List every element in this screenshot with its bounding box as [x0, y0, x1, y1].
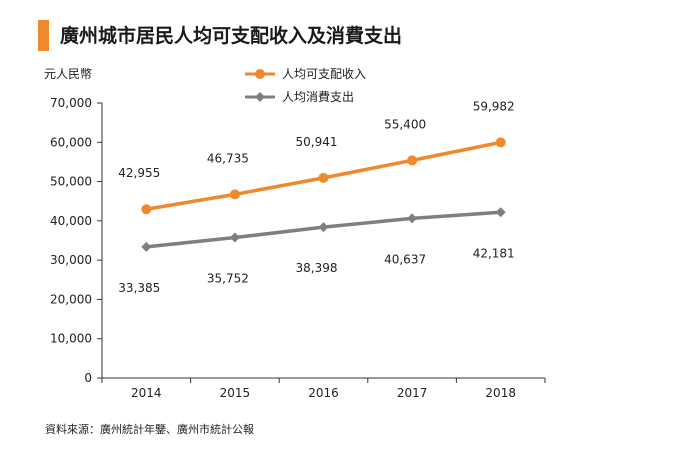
data-label: 38,398 — [296, 261, 338, 275]
data-label: 33,385 — [118, 281, 160, 295]
data-point — [229, 232, 240, 243]
x-tick-label: 2014 — [131, 386, 162, 400]
data-point — [318, 172, 329, 183]
data-label: 42,181 — [473, 246, 515, 260]
x-tick-label: 2018 — [485, 386, 516, 400]
data-point — [141, 204, 152, 215]
data-point — [495, 137, 506, 148]
legend-marker — [255, 69, 265, 79]
legend-label: 人均可支配收入 — [282, 67, 366, 81]
data-point — [407, 155, 418, 166]
x-tick-label: 2016 — [308, 386, 339, 400]
data-label: 46,735 — [207, 151, 249, 165]
chart-title: 廣州城市居民人均可支配收入及消費支出 — [60, 25, 403, 47]
y-axis-unit-label: 元人民幣 — [44, 67, 92, 81]
y-tick-label: 60,000 — [50, 135, 92, 149]
x-tick-label: 2015 — [220, 386, 251, 400]
data-label: 50,941 — [296, 135, 338, 149]
legend-marker — [255, 92, 265, 102]
x-tick-label: 2017 — [397, 386, 428, 400]
data-label: 40,637 — [384, 252, 426, 266]
data-label: 42,955 — [118, 166, 160, 180]
data-label: 59,982 — [473, 99, 515, 113]
y-tick-label: 30,000 — [50, 253, 92, 267]
data-point — [229, 189, 240, 200]
data-point — [141, 241, 152, 252]
data-point — [318, 222, 329, 233]
data-point — [495, 207, 506, 218]
y-tick-label: 70,000 — [50, 96, 92, 110]
y-tick-label: 40,000 — [50, 214, 92, 228]
source-note: 資料來源：廣州統計年鑒、廣州市統計公報 — [45, 423, 254, 436]
title-accent-bar — [38, 20, 49, 51]
y-tick-label: 20,000 — [50, 292, 92, 306]
legend-label: 人均消費支出 — [282, 89, 354, 104]
data-point — [407, 213, 418, 224]
y-tick-label: 0 — [84, 371, 92, 385]
y-tick-label: 50,000 — [50, 175, 92, 189]
data-label: 55,400 — [384, 117, 426, 131]
y-tick-label: 10,000 — [50, 332, 92, 346]
data-label: 35,752 — [207, 272, 249, 286]
